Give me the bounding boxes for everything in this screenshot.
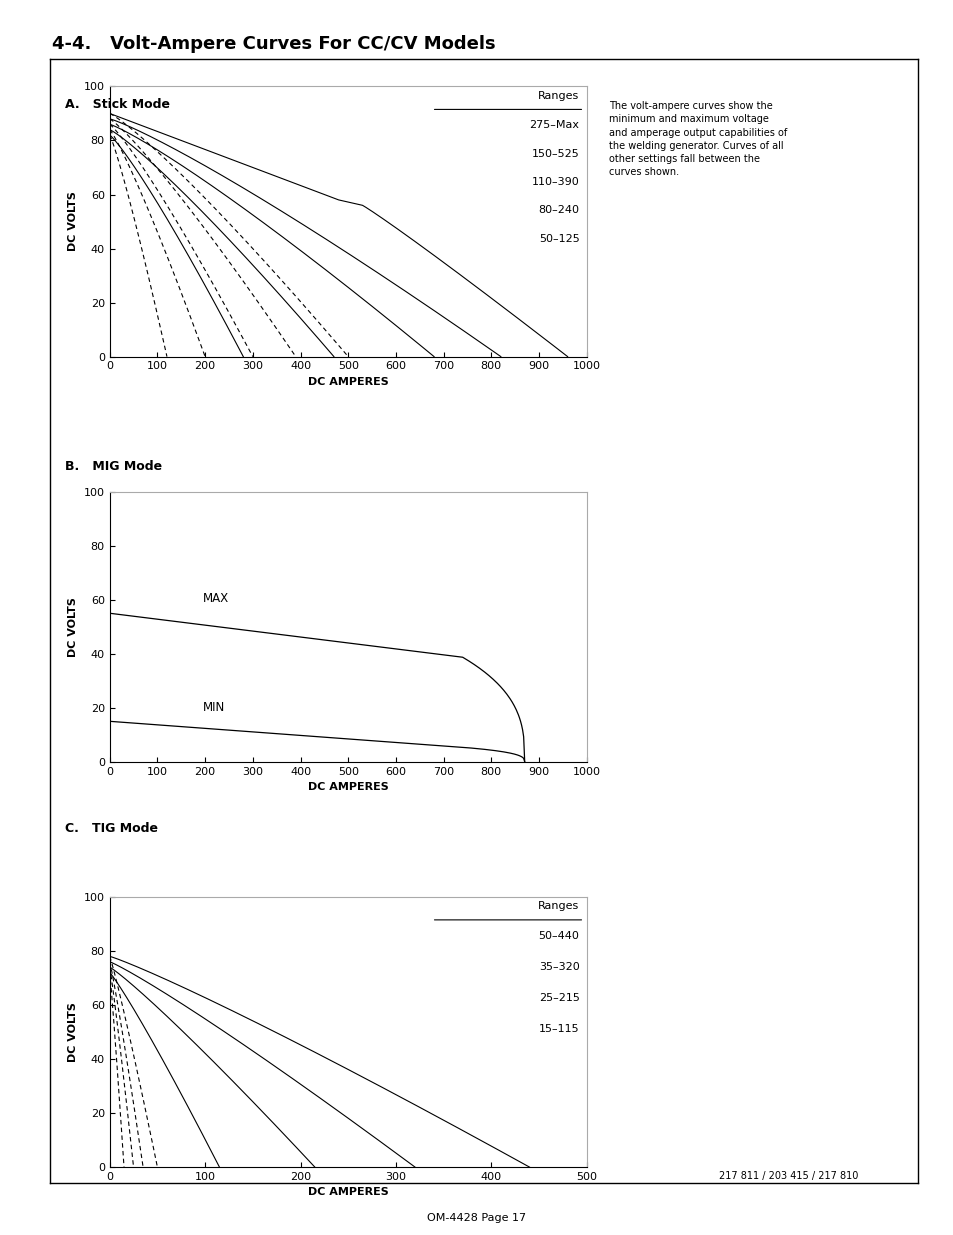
Text: 150–525: 150–525 [531, 148, 578, 158]
Text: 80–240: 80–240 [538, 205, 578, 215]
Text: 217 811 / 203 415 / 217 810: 217 811 / 203 415 / 217 810 [719, 1171, 858, 1181]
Text: 35–320: 35–320 [538, 962, 578, 972]
Text: 15–115: 15–115 [538, 1024, 578, 1034]
Text: Ranges: Ranges [537, 90, 578, 100]
Text: MAX: MAX [202, 593, 229, 605]
Text: C.   TIG Mode: C. TIG Mode [65, 821, 157, 835]
Text: MIN: MIN [202, 700, 225, 714]
Y-axis label: DC VOLTS: DC VOLTS [69, 191, 78, 252]
Text: 275–Max: 275–Max [529, 120, 578, 130]
Text: B.   MIG Mode: B. MIG Mode [65, 459, 162, 473]
Y-axis label: DC VOLTS: DC VOLTS [69, 1002, 78, 1062]
Text: 50–440: 50–440 [538, 931, 578, 941]
Text: 25–215: 25–215 [538, 993, 578, 1003]
Y-axis label: DC VOLTS: DC VOLTS [69, 597, 78, 657]
Text: A.   Stick Mode: A. Stick Mode [65, 98, 170, 111]
Text: Ranges: Ranges [537, 902, 578, 911]
X-axis label: DC AMPERES: DC AMPERES [308, 1188, 388, 1198]
X-axis label: DC AMPERES: DC AMPERES [308, 782, 388, 793]
Text: 50–125: 50–125 [538, 233, 578, 243]
Text: 4-4.   Volt-Ampere Curves For CC/CV Models: 4-4. Volt-Ampere Curves For CC/CV Models [52, 35, 496, 53]
Text: OM-4428 Page 17: OM-4428 Page 17 [427, 1213, 526, 1223]
Text: The volt-ampere curves show the
minimum and maximum voltage
and amperage output : The volt-ampere curves show the minimum … [608, 101, 786, 178]
Text: 110–390: 110–390 [531, 177, 578, 186]
X-axis label: DC AMPERES: DC AMPERES [308, 377, 388, 387]
